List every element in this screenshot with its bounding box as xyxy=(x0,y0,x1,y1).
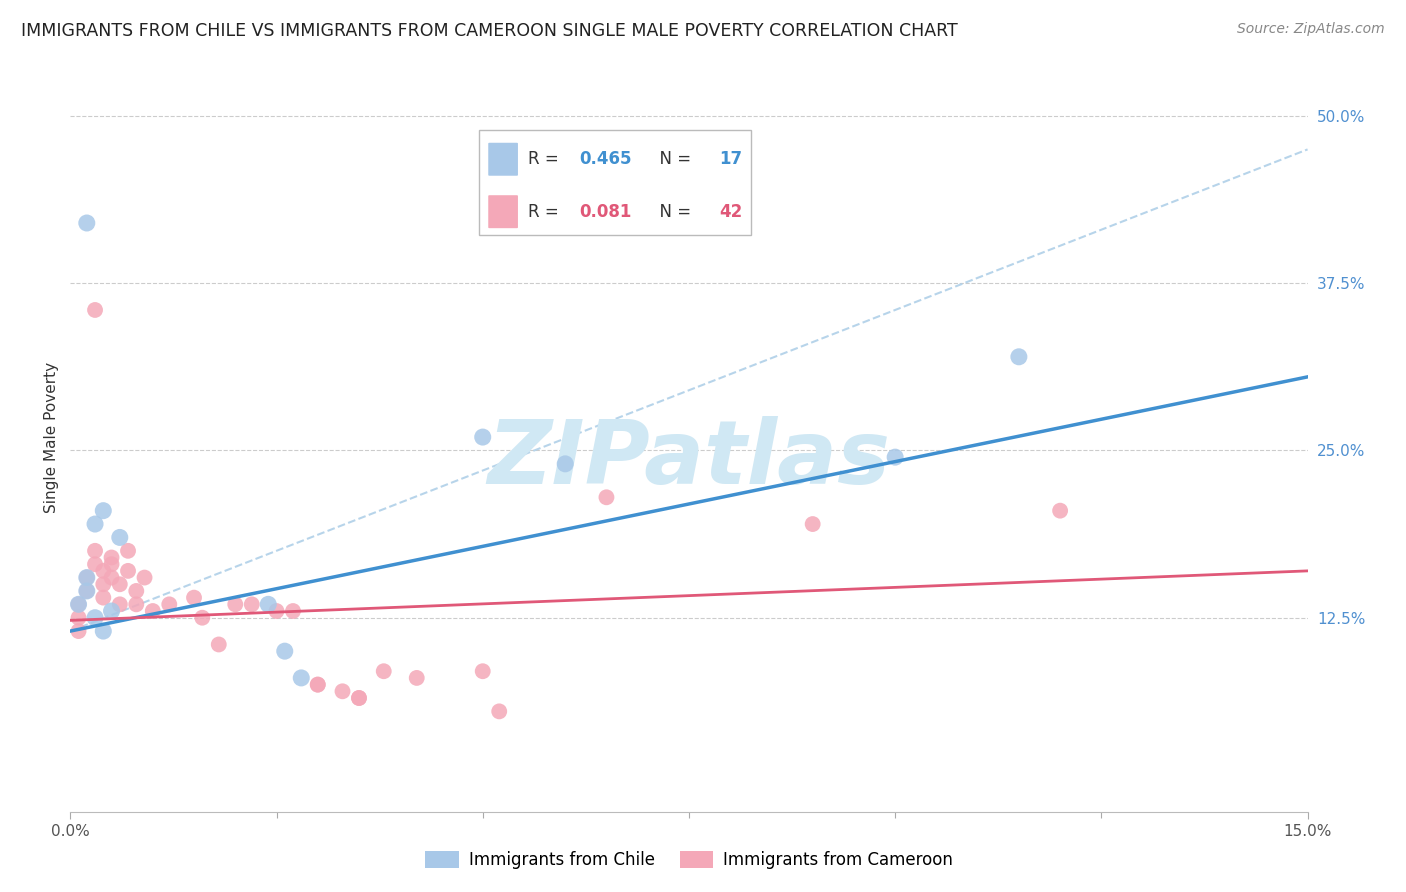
Point xyxy=(84,611,107,625)
Point xyxy=(117,544,139,558)
Point xyxy=(91,564,114,578)
Point xyxy=(108,530,131,544)
Text: R =: R = xyxy=(527,150,564,169)
Point xyxy=(1008,350,1031,364)
Point xyxy=(67,624,90,639)
Point xyxy=(67,598,90,612)
Point xyxy=(84,557,107,572)
Point xyxy=(125,584,148,599)
Point xyxy=(290,671,312,685)
Point xyxy=(91,577,114,591)
Point xyxy=(554,457,576,471)
Point xyxy=(76,584,98,599)
Text: IMMIGRANTS FROM CHILE VS IMMIGRANTS FROM CAMEROON SINGLE MALE POVERTY CORRELATIO: IMMIGRANTS FROM CHILE VS IMMIGRANTS FROM… xyxy=(21,22,957,40)
Text: N =: N = xyxy=(648,150,696,169)
Point xyxy=(76,216,98,230)
Point xyxy=(108,577,131,591)
Point xyxy=(347,690,370,705)
Point xyxy=(76,571,98,585)
Point xyxy=(595,491,617,505)
Point xyxy=(281,604,304,618)
Point xyxy=(191,611,214,625)
Point xyxy=(1049,503,1071,517)
Point xyxy=(373,664,395,679)
Point xyxy=(91,624,114,639)
Point xyxy=(100,604,122,618)
Point xyxy=(257,598,280,612)
Point xyxy=(801,517,824,532)
Point xyxy=(471,664,494,679)
Point xyxy=(117,564,139,578)
Point xyxy=(91,503,114,517)
Point xyxy=(100,571,122,585)
Point xyxy=(125,598,148,612)
Point xyxy=(67,598,90,612)
Point xyxy=(134,571,156,585)
Point xyxy=(332,684,354,698)
Y-axis label: Single Male Poverty: Single Male Poverty xyxy=(44,361,59,513)
FancyBboxPatch shape xyxy=(488,195,517,228)
Point xyxy=(274,644,297,658)
Point xyxy=(183,591,205,605)
FancyBboxPatch shape xyxy=(478,130,751,235)
Point xyxy=(76,571,98,585)
Point xyxy=(208,637,231,651)
Point xyxy=(488,705,510,719)
Point xyxy=(142,604,165,618)
Legend: Immigrants from Chile, Immigrants from Cameroon: Immigrants from Chile, Immigrants from C… xyxy=(419,845,959,876)
Point xyxy=(84,544,107,558)
Text: R =: R = xyxy=(527,202,564,220)
Point xyxy=(884,450,907,465)
Point xyxy=(307,678,329,692)
Point xyxy=(100,557,122,572)
Point xyxy=(405,671,427,685)
Point xyxy=(307,678,329,692)
Text: 17: 17 xyxy=(720,150,742,169)
Point xyxy=(240,598,263,612)
Text: N =: N = xyxy=(648,202,696,220)
Text: 0.465: 0.465 xyxy=(579,150,633,169)
Point xyxy=(157,598,180,612)
Point xyxy=(76,584,98,599)
Point xyxy=(84,517,107,532)
Point xyxy=(224,598,246,612)
Point xyxy=(84,303,107,318)
Point xyxy=(91,591,114,605)
Text: 0.081: 0.081 xyxy=(579,202,631,220)
Point xyxy=(266,604,288,618)
Point xyxy=(347,690,370,705)
Point xyxy=(108,598,131,612)
Point xyxy=(67,611,90,625)
Text: Source: ZipAtlas.com: Source: ZipAtlas.com xyxy=(1237,22,1385,37)
Text: ZIPatlas: ZIPatlas xyxy=(488,416,890,503)
Point xyxy=(471,430,494,444)
Text: 42: 42 xyxy=(720,202,742,220)
FancyBboxPatch shape xyxy=(488,143,517,176)
Point xyxy=(100,550,122,565)
